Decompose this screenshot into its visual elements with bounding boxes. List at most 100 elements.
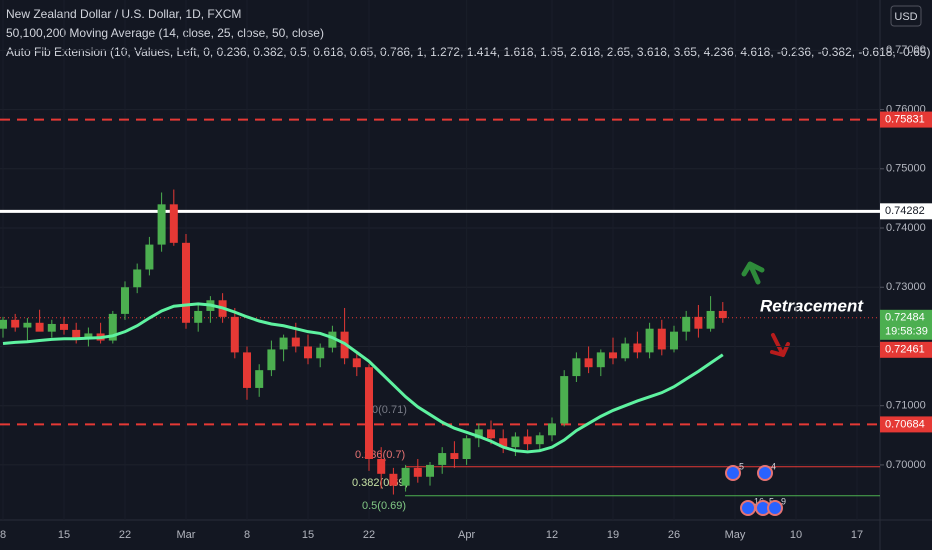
candle-body — [621, 343, 630, 359]
annotation: Retracement — [760, 296, 864, 315]
chart-title: New Zealand Dollar / U.S. Dollar, 1D, FX… — [6, 7, 241, 21]
candle-body — [11, 319, 20, 328]
price-label-bg — [880, 203, 932, 220]
price-label-bg — [880, 309, 932, 340]
candle-body — [511, 436, 520, 448]
candle-body — [291, 337, 300, 347]
candle-body — [682, 316, 691, 332]
event-icon — [740, 500, 756, 516]
x-tick-label: 10 — [790, 529, 802, 541]
price-label: 0.72461 — [885, 344, 925, 356]
fib-label: 0.5(0.69) — [362, 500, 406, 512]
candle-body — [487, 429, 495, 439]
candle-body — [633, 343, 642, 353]
candle-body — [133, 269, 142, 288]
x-tick-label: Apr — [458, 529, 475, 541]
fib-label: 0(0.71) — [372, 404, 407, 416]
x-tick-label: 22 — [119, 529, 131, 541]
arrow-down — [770, 333, 790, 357]
candle-body — [560, 376, 569, 424]
candle-body — [718, 310, 727, 319]
price-label-bg — [880, 341, 932, 358]
candle-body — [450, 453, 459, 459]
candle-body — [377, 458, 386, 474]
candle-body — [401, 467, 410, 486]
candle-body — [279, 337, 288, 350]
candle-body — [23, 322, 32, 328]
candle-body — [670, 331, 678, 350]
candle-body — [694, 316, 703, 329]
candle-body — [609, 352, 617, 359]
candle-body — [267, 349, 276, 371]
currency-button[interactable] — [890, 5, 922, 27]
y-tick-label: 0.70000 — [886, 459, 926, 471]
candle-body — [157, 204, 166, 245]
candle-body — [108, 313, 117, 341]
candle-body — [499, 438, 508, 448]
y-tick-label: 0.71000 — [886, 400, 926, 412]
event-count: 5 — [739, 461, 744, 471]
candle-body — [194, 310, 203, 323]
candle-body — [328, 331, 337, 348]
price-label-bg — [880, 111, 932, 128]
candle-body — [389, 473, 398, 486]
candle-body — [60, 323, 68, 330]
fib-label: 0.382(0.69) — [352, 477, 408, 489]
candle-body — [596, 352, 605, 368]
x-tick-label: 12 — [546, 529, 558, 541]
price-label: 0.74282 — [885, 205, 925, 217]
price-label: 0.72484 — [885, 312, 925, 324]
event-icon — [725, 465, 741, 481]
y-tick-label: 0.75000 — [886, 163, 926, 175]
candle-body — [413, 467, 422, 477]
candle-body — [35, 322, 44, 332]
price-label: 0.70684 — [885, 418, 925, 430]
indicator-label: 50,100,200 Moving Average (14, close, 25… — [6, 26, 324, 40]
x-tick-label: 22 — [363, 529, 375, 541]
candle-body — [182, 242, 190, 323]
candle-body — [352, 358, 361, 368]
candle-body — [462, 438, 471, 459]
x-tick-label: 8 — [244, 529, 250, 541]
x-tick-label: 15 — [58, 529, 70, 541]
candle-body — [121, 287, 129, 314]
y-tick-label: 0.77000 — [886, 44, 926, 56]
candle-body — [243, 352, 251, 388]
candle-body — [657, 328, 666, 350]
candle-body — [706, 310, 715, 329]
x-tick-label: 15 — [302, 529, 314, 541]
x-tick-label: 8 — [0, 529, 6, 541]
x-tick-label: 17 — [851, 529, 863, 541]
candle-body — [230, 316, 239, 353]
price-label-bg — [880, 416, 932, 433]
candle-body — [47, 323, 56, 332]
x-tick-label: 19 — [607, 529, 619, 541]
indicator-label: Auto Fib Extension (10, Values, Left, 0,… — [6, 45, 930, 59]
candle-body — [572, 358, 581, 377]
candle-body — [145, 244, 154, 270]
candle-body — [84, 333, 93, 338]
event-icon — [767, 500, 783, 516]
candle-body — [438, 453, 447, 465]
x-tick-label: Mar — [177, 529, 196, 541]
y-tick-label: 0.73000 — [886, 281, 926, 293]
event-count: 4 — [771, 461, 776, 471]
countdown-label: 19:58:39 — [885, 326, 928, 338]
candle-body — [365, 367, 373, 459]
candle-body — [535, 435, 544, 445]
arrow-up — [741, 261, 765, 285]
event-icon — [757, 465, 773, 481]
currency-label[interactable]: USD — [894, 11, 917, 23]
candle-body — [169, 204, 178, 243]
candle-body — [474, 429, 483, 439]
candle-body — [316, 347, 325, 359]
candle-body — [304, 346, 312, 359]
candle-body — [523, 436, 532, 445]
candle-body — [255, 370, 264, 388]
moving-average — [2, 302, 724, 454]
event-count: 9 — [781, 496, 786, 506]
candle-body — [645, 328, 654, 353]
price-label: 0.75831 — [885, 113, 925, 125]
